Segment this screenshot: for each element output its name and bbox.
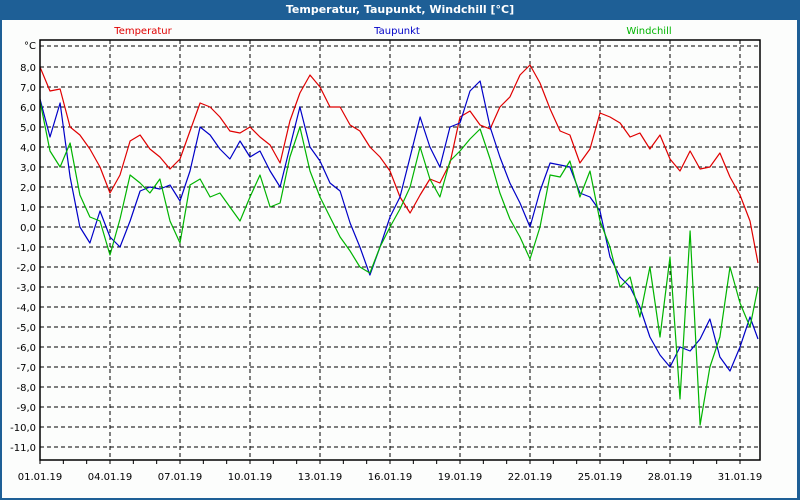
- x-tick-label: 22.01.19: [508, 472, 553, 483]
- legend-temperatur: Temperatur: [113, 26, 172, 37]
- y-tick-label: 4,0: [20, 143, 36, 154]
- y-tick-label: 6,0: [20, 103, 36, 114]
- y-tick-label: -7,0: [16, 363, 36, 374]
- y-tick-label: -9,0: [16, 403, 36, 414]
- y-tick-label: 5,0: [20, 123, 36, 134]
- x-tick-label: 07.01.19: [158, 472, 203, 483]
- y-tick-label: -5,0: [16, 323, 36, 334]
- x-tick-label: 25.01.19: [578, 472, 623, 483]
- line-chart: Temperatur Taupunkt Windchill °C 8,0 7,0 6,0 5,…: [10, 26, 763, 483]
- x-tick-label: 04.01.19: [88, 472, 133, 483]
- series-windchill: [39, 100, 759, 426]
- x-tick-label: 19.01.19: [438, 472, 483, 483]
- x-tick-label: 10.01.19: [228, 472, 273, 483]
- y-tick-label: 7,0: [20, 83, 36, 94]
- chart-panel: Temperatur Taupunkt Windchill °C 8,0 7,0 6,0 5,…: [2, 20, 797, 498]
- x-tick-label: 31.01.19: [718, 472, 763, 483]
- y-tick-label: -1,0: [16, 243, 36, 254]
- y-tick-label: -4,0: [16, 303, 36, 314]
- y-tick-label: -6,0: [16, 343, 36, 354]
- y-tick-label: 8,0: [20, 63, 36, 74]
- x-tick-label: 16.01.19: [368, 472, 413, 483]
- legend-windchill: Windchill: [626, 26, 671, 37]
- plot-frame: [39, 39, 761, 461]
- y-tick-label: -3,0: [16, 283, 36, 294]
- y-tick-label: 2,0: [20, 183, 36, 194]
- legend-taupunkt: Taupunkt: [373, 26, 420, 37]
- y-tick-label: -10,0: [10, 423, 36, 434]
- y-tick-label: 0,0: [20, 223, 36, 234]
- window-title: Temperatur, Taupunkt, Windchill [°C]: [285, 3, 515, 16]
- x-tick-label: 28.01.19: [648, 472, 693, 483]
- series-temperatur: [39, 64, 759, 264]
- x-tick-label: 13.01.19: [298, 472, 343, 483]
- y-tick-label: 3,0: [20, 163, 36, 174]
- y-tick-label: -8,0: [16, 383, 36, 394]
- x-tick-label: 01.01.19: [18, 472, 63, 483]
- series-taupunkt: [39, 80, 759, 372]
- y-tick-label: -2,0: [16, 263, 36, 274]
- y-tick-label: 1,0: [20, 203, 36, 214]
- y-tick-label: -11,0: [10, 443, 36, 454]
- y-axis-unit: °C: [24, 41, 36, 52]
